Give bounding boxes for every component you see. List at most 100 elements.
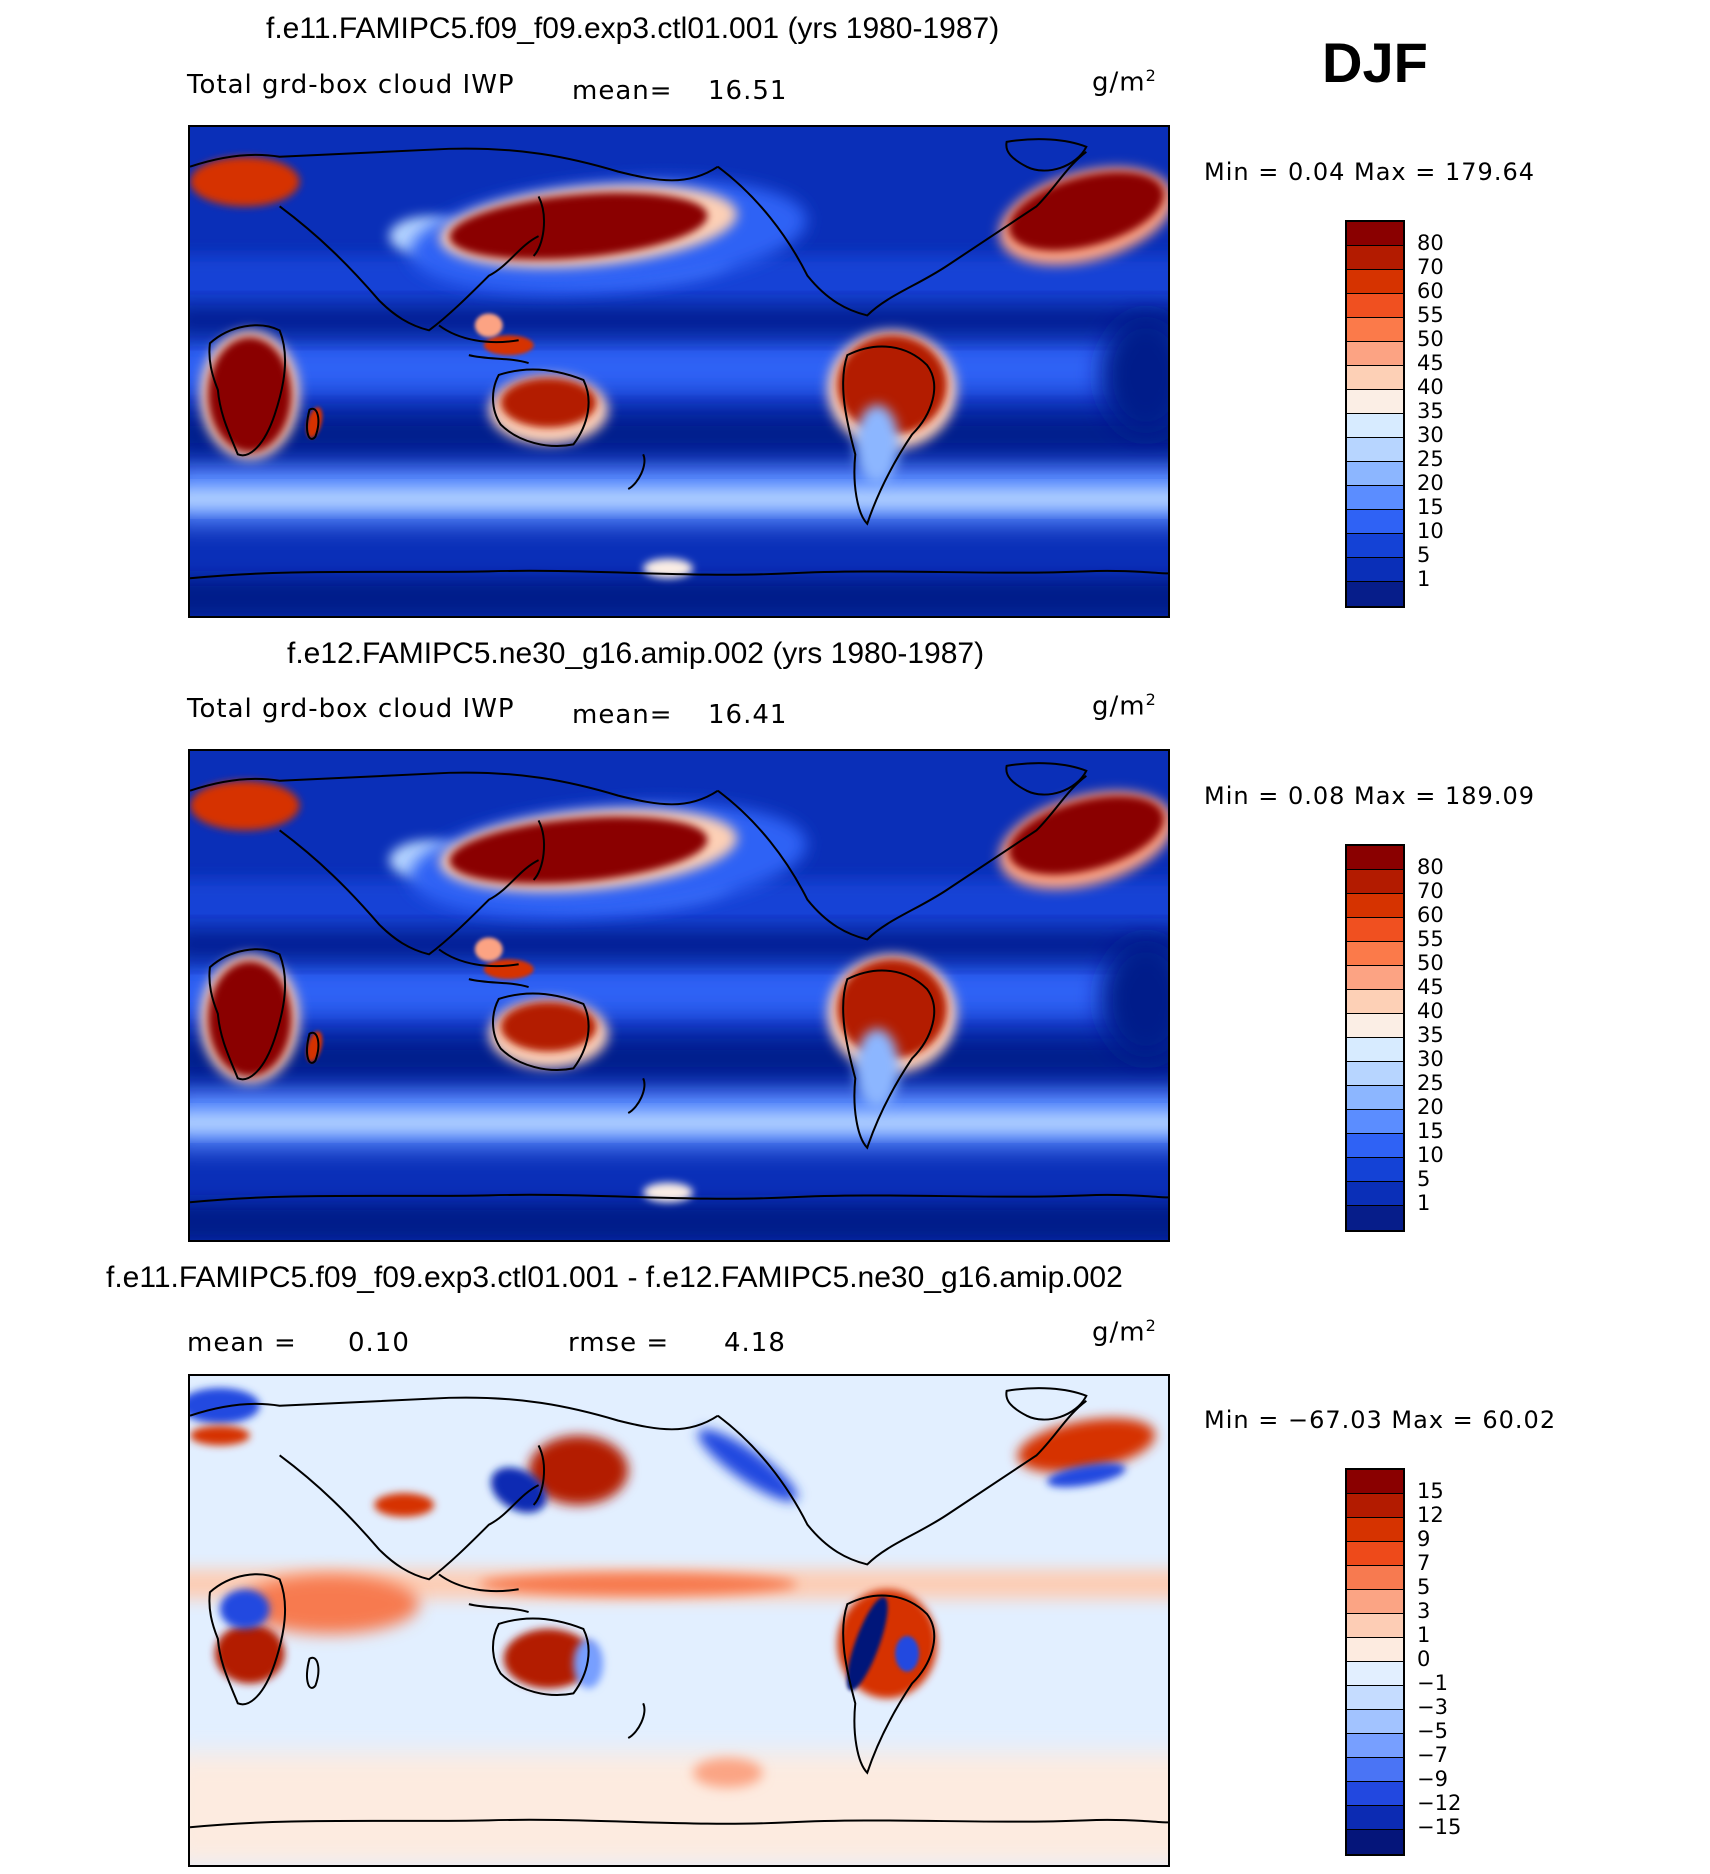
storm-track-south-core [190, 489, 1168, 509]
colorbar-segment [1347, 1614, 1403, 1638]
coastline [190, 771, 719, 806]
colorbar-tick-label: −9 [1417, 1767, 1448, 1791]
antarctic-dry [190, 578, 1168, 616]
season-label: DJF [1322, 31, 1428, 94]
colorbar-segment [1347, 582, 1403, 606]
colorbar-segment [1347, 1758, 1403, 1782]
coastline [532, 819, 545, 881]
map-panel-middle [188, 749, 1170, 1242]
mean-value-top: 16.51 [708, 76, 788, 106]
africa-pos [214, 1623, 285, 1684]
map-canvas [190, 127, 1168, 616]
borneo-cloud [474, 937, 503, 962]
panel-title-middle: f.e12.FAMIPC5.ne30_g16.amip.002 (yrs 198… [287, 637, 985, 670]
map-canvas [190, 1376, 1168, 1865]
na-stormtrack-core [1008, 795, 1164, 875]
coastline [190, 569, 1168, 580]
coastline [190, 147, 719, 182]
itcz-band [190, 964, 1168, 1019]
colorbar-tick-label: 25 [1417, 1071, 1444, 1095]
colorbar-tick-label: 70 [1417, 879, 1444, 903]
coastline [306, 1031, 320, 1064]
coastline [717, 151, 1087, 317]
rmse-value-diff: 4.18 [724, 1328, 786, 1358]
colorbar-segment [1347, 1086, 1403, 1110]
minmax-top: Min = 0.04 Max = 179.64 [1204, 158, 1535, 186]
na-neg [1047, 1463, 1126, 1488]
colorbar-tick-label: 40 [1417, 999, 1444, 1023]
mean-label-middle: mean= [572, 700, 673, 730]
coastline [627, 1702, 646, 1739]
so-pos [692, 1757, 763, 1788]
colorbar-tick-label: 12 [1417, 1503, 1444, 1527]
colorbar-tick-label: 15 [1417, 1119, 1444, 1143]
colorbar-tick-label: −12 [1417, 1791, 1462, 1815]
colorbar-segment [1347, 870, 1403, 894]
coastline [208, 1573, 287, 1706]
colorbar-tick-label: 5 [1417, 1167, 1431, 1191]
colorbar-segment [1347, 1158, 1403, 1182]
coastline [1005, 762, 1088, 796]
colorbar-tick-label: −5 [1417, 1719, 1448, 1743]
europe-cloud [190, 780, 300, 831]
colorbar-tick-label: 60 [1417, 903, 1444, 927]
coastline [279, 205, 540, 332]
colorbar-tick-label: 70 [1417, 255, 1444, 279]
colorbar-segment [1347, 942, 1403, 966]
colorbar-tick-label: 15 [1417, 495, 1444, 519]
colorbar-tick-label: 80 [1417, 855, 1444, 879]
na-stormtrack-core [1008, 171, 1164, 251]
itcz-band [190, 340, 1168, 395]
coastline [190, 1396, 719, 1431]
colorbar-tick-label: −7 [1417, 1743, 1448, 1767]
colorbar-segment [1347, 414, 1403, 438]
coastline [717, 1400, 1087, 1566]
colorbar-segment [1347, 1110, 1403, 1134]
colorbar-tick-label: 1 [1417, 1623, 1431, 1647]
kuroshio-pos [528, 1435, 629, 1505]
andes-neg [846, 1597, 888, 1691]
dry-atlantic [1101, 315, 1168, 435]
map-canvas [190, 751, 1168, 1240]
tibet-pos [374, 1493, 435, 1517]
coastline [208, 324, 287, 457]
panel-title-top: f.e11.FAMIPC5.f09_f09.exp3.ctl01.001 (yr… [266, 12, 1000, 45]
colorbar-segment [1347, 1806, 1403, 1830]
coastline [532, 195, 545, 257]
mean-value-diff: 0.10 [348, 1328, 410, 1358]
coastline [492, 368, 590, 447]
coastline [306, 407, 320, 440]
subtropic-dry-s [190, 1038, 1168, 1079]
colorbar-segment [1347, 1566, 1403, 1590]
colorbar-tick-label: 60 [1417, 279, 1444, 303]
colorbar-tick-label: 80 [1417, 231, 1444, 255]
colorbar-segment [1347, 270, 1403, 294]
samerica-south [855, 404, 900, 485]
rmse-label-diff: rmse = [568, 1328, 670, 1358]
colorbar-segment [1347, 1782, 1403, 1806]
coastline [842, 969, 936, 1150]
southern-ocean-pos [190, 1752, 1168, 1865]
subtropic-dry-s [190, 414, 1168, 455]
colorbar-tick-label: 20 [1417, 1095, 1444, 1119]
colorbar-tick-label: 10 [1417, 1143, 1444, 1167]
colorbar-diff [1345, 1468, 1405, 1856]
minmax-diff: Min = −67.03 Max = 60.02 [1204, 1406, 1557, 1434]
colorbar-tick-label: 1 [1417, 1191, 1431, 1215]
coastline [627, 1077, 646, 1114]
colorbar-tick-label: 0 [1417, 1647, 1431, 1671]
coastline [306, 1656, 320, 1689]
colorbar-segment [1347, 1182, 1403, 1206]
colorbar-segment [1347, 222, 1403, 246]
colorbar-segment [1347, 366, 1403, 390]
colorbar-tick-label: 35 [1417, 399, 1444, 423]
australia-neg [573, 1638, 604, 1689]
coastline [438, 324, 529, 365]
africa-core [207, 337, 292, 453]
storm-track-south-core [190, 1113, 1168, 1133]
np-stormtrack-core [449, 816, 708, 884]
colorbar-segment [1347, 390, 1403, 414]
colorbar-top [1345, 220, 1405, 608]
colorbar-tick-label: 30 [1417, 423, 1444, 447]
colorbar-segment [1347, 1494, 1403, 1518]
